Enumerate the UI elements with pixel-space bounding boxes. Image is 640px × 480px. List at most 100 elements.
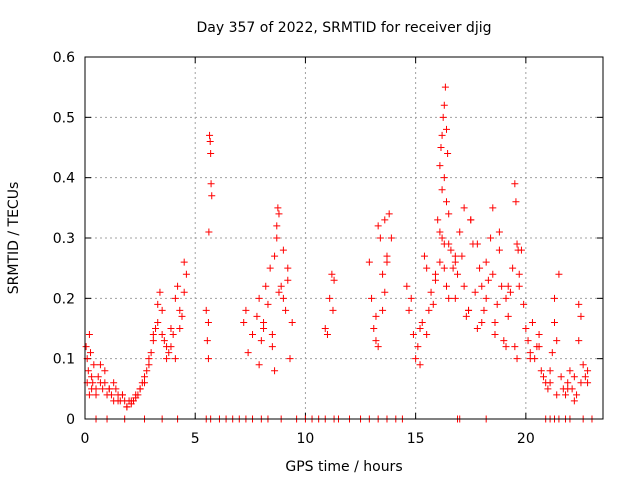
data-point <box>441 83 449 91</box>
data-point <box>206 137 214 145</box>
data-point <box>374 222 382 230</box>
data-point <box>176 306 184 314</box>
data-point <box>427 288 435 296</box>
data-point <box>149 331 157 339</box>
data-point <box>451 252 459 260</box>
data-point <box>275 288 283 296</box>
data-point <box>204 318 212 326</box>
data-point <box>208 192 216 200</box>
data-point <box>156 288 164 296</box>
data-point <box>526 349 534 357</box>
data-point <box>277 282 285 290</box>
data-point <box>423 264 431 272</box>
data-point <box>136 385 144 393</box>
data-point <box>562 391 570 399</box>
data-point <box>438 234 446 242</box>
data-point <box>544 385 552 393</box>
data-point <box>423 331 431 339</box>
data-point <box>515 282 523 290</box>
grid-lines <box>85 57 603 419</box>
data-point <box>439 113 447 121</box>
data-point <box>473 240 481 248</box>
data-point <box>141 373 149 381</box>
data-point <box>321 325 329 332</box>
data-point <box>207 180 215 188</box>
data-point <box>204 355 212 363</box>
data-point <box>284 264 292 272</box>
data-point <box>564 379 572 387</box>
data-point <box>579 361 587 369</box>
data-point <box>431 276 439 284</box>
data-point <box>266 264 274 272</box>
data-point <box>500 337 508 345</box>
data-point <box>445 210 453 218</box>
data-point <box>268 331 276 339</box>
data-point <box>557 373 565 381</box>
data-point <box>473 325 481 332</box>
data-point <box>169 331 177 339</box>
data-point <box>502 294 510 302</box>
data-point <box>167 325 175 332</box>
data-point <box>416 361 424 369</box>
data-point <box>581 373 589 381</box>
data-point <box>539 373 547 381</box>
data-points <box>82 83 596 423</box>
x-tick-label: 20 <box>517 431 535 447</box>
data-point <box>535 343 543 351</box>
data-point <box>152 325 160 332</box>
data-point <box>249 331 257 339</box>
data-point <box>203 337 211 345</box>
data-point <box>381 288 389 296</box>
data-point <box>274 204 282 212</box>
data-point <box>255 361 263 369</box>
data-point <box>436 228 444 236</box>
data-point <box>279 246 287 254</box>
data-point <box>253 312 261 320</box>
data-point <box>537 367 545 375</box>
data-point <box>476 264 484 272</box>
data-point <box>570 397 578 405</box>
data-point <box>326 294 334 302</box>
data-point <box>512 198 520 206</box>
data-point <box>480 306 488 314</box>
data-point <box>323 331 331 339</box>
x-axis-label: GPS time / hours <box>285 459 402 475</box>
data-point <box>268 343 276 351</box>
data-point <box>114 397 122 405</box>
y-tick-label: 0.3 <box>53 231 75 247</box>
data-point <box>449 264 457 272</box>
data-point <box>260 325 268 332</box>
data-point <box>528 318 536 326</box>
data-point <box>118 391 126 399</box>
data-point <box>482 258 490 266</box>
data-point <box>451 258 459 266</box>
data-point <box>451 294 459 302</box>
data-point <box>522 325 530 332</box>
x-tick-label: 10 <box>297 431 315 447</box>
x-tick-label: 5 <box>191 431 200 447</box>
data-point <box>442 125 450 133</box>
data-point <box>154 300 162 308</box>
data-point <box>284 276 292 284</box>
data-point <box>171 355 179 363</box>
data-point <box>112 385 120 393</box>
data-point <box>110 379 118 387</box>
data-point <box>570 373 578 381</box>
data-point <box>273 222 281 230</box>
y-tick-label: 0.6 <box>53 50 75 66</box>
data-point <box>482 294 490 302</box>
data-point <box>374 343 382 351</box>
data-point <box>84 367 92 375</box>
data-point <box>440 240 448 248</box>
data-point <box>240 318 248 326</box>
data-point <box>573 391 581 399</box>
data-point <box>271 367 279 375</box>
data-point <box>511 343 519 351</box>
data-point <box>182 270 190 278</box>
data-point <box>405 306 413 314</box>
x-tick-labels: 0 5 10 15 20 <box>81 431 535 447</box>
data-point <box>99 385 107 393</box>
data-point <box>577 312 585 320</box>
data-point <box>436 258 444 266</box>
data-point <box>438 131 446 139</box>
